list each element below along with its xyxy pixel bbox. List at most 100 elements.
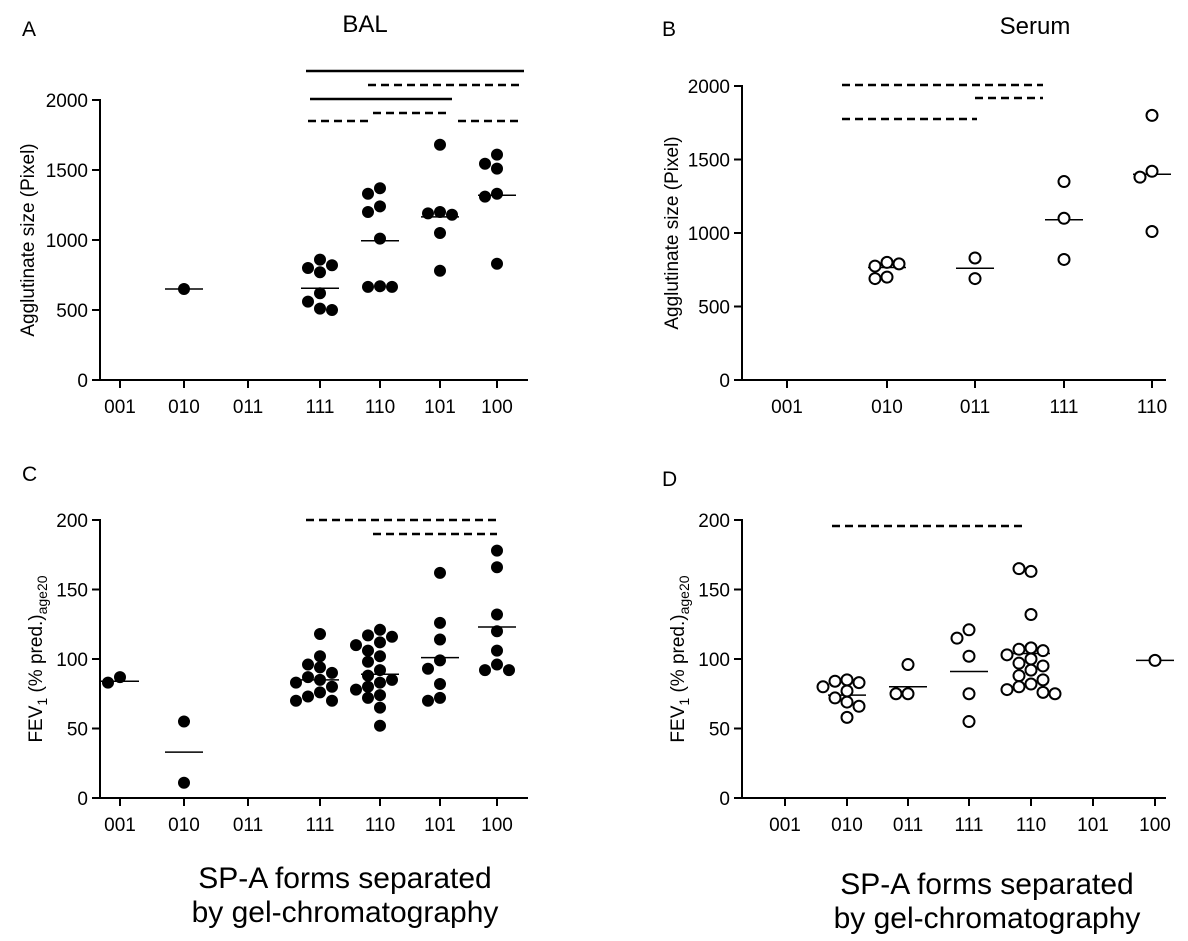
data-point [178, 715, 190, 728]
x-tick-label: 100 [1139, 815, 1171, 836]
data-point [1012, 642, 1026, 656]
y-axis-label: FEV1 (% pred.)age20 [26, 575, 50, 742]
x-tick-label: 001 [769, 815, 801, 836]
y-axis-label: FEV1 (% pred.)age20 [668, 575, 692, 742]
x-axis-title-right-line1: SP-A forms separated [840, 868, 1134, 901]
data-point [386, 673, 398, 686]
data-point [362, 680, 374, 693]
data-point [962, 687, 976, 701]
data-point [434, 264, 446, 277]
y-tick-label: 0 [77, 789, 88, 810]
data-point [840, 673, 854, 687]
data-point [901, 687, 915, 701]
data-point [434, 566, 446, 579]
data-point [868, 272, 882, 286]
data-point [1145, 108, 1159, 122]
x-tick-label: 001 [771, 397, 803, 418]
data-point [1012, 562, 1026, 576]
data-point [314, 686, 326, 699]
x-axis-title-right-line2: by gel-chromatography [833, 902, 1141, 935]
data-point [374, 280, 386, 293]
x-tick-label: 111 [306, 397, 335, 418]
x-tick-label: 101 [424, 815, 456, 836]
data-point [1012, 656, 1026, 670]
data-point [422, 662, 434, 675]
y-tick-label: 50 [67, 720, 88, 741]
data-point [422, 207, 434, 220]
y-tick-label: 200 [698, 511, 730, 532]
y-tick-label: 2000 [46, 91, 88, 112]
data-point [314, 253, 326, 266]
x-tick-label: 100 [481, 815, 513, 836]
y-axis-label: Agglutinate size (Pixel) [18, 143, 39, 336]
data-point [374, 701, 386, 714]
panel-b: B Serum 0 500 1000 1500 2000 001 010 011 111 110 Agg… [662, 13, 1171, 418]
data-point [314, 673, 326, 686]
x-tick-label: 010 [871, 397, 903, 418]
data-point [314, 661, 326, 674]
x-tick-label: 010 [168, 397, 200, 418]
x-tick-label: 001 [104, 397, 136, 418]
data-point [102, 676, 114, 689]
data-point [326, 694, 338, 707]
data-point [479, 664, 491, 677]
data-point [1000, 683, 1014, 697]
x-tick-label: 011 [960, 397, 990, 418]
data-point [362, 206, 374, 218]
panel-letter: C [22, 463, 37, 486]
data-point [892, 257, 906, 271]
data-point [374, 676, 386, 689]
data-point [350, 683, 362, 696]
data-point [852, 699, 866, 713]
data-point [434, 616, 446, 629]
y-tick-label: 0 [719, 371, 730, 392]
data-point [1012, 669, 1026, 683]
data-point [434, 206, 446, 218]
x-tick-label: 110 [365, 815, 395, 836]
data-point [1036, 659, 1050, 673]
data-point [1148, 653, 1162, 667]
panel-title: Serum [1000, 13, 1071, 40]
data-point [491, 561, 503, 574]
x-tick-label: 101 [424, 397, 456, 418]
data-point [1133, 170, 1147, 184]
x-tick-label: 111 [1050, 397, 1079, 418]
data-point [362, 644, 374, 657]
x-tick-label: 101 [1077, 815, 1109, 836]
data-point [434, 138, 446, 151]
y-tick-label: 500 [698, 298, 730, 319]
data-point [491, 544, 503, 557]
data-point [889, 687, 903, 701]
x-axis-title-left: SP-A forms separated by gel-chromatograp… [115, 862, 575, 930]
data-point [1036, 685, 1050, 699]
x-tick-label: 111 [955, 815, 984, 836]
x-tick-label: 011 [893, 815, 923, 836]
y-tick-label: 1500 [46, 161, 88, 182]
y-tick-label: 0 [77, 371, 88, 392]
data-point [491, 257, 503, 270]
data-point [362, 669, 374, 682]
data-point [290, 676, 302, 689]
panel-letter: B [662, 18, 676, 41]
y-tick-label: 1000 [46, 231, 88, 252]
x-tick-label: 001 [104, 815, 136, 836]
y-tick-label: 100 [698, 650, 730, 671]
x-tick-label: 100 [481, 397, 513, 418]
data-point [434, 227, 446, 239]
data-point [840, 684, 854, 698]
data-point [446, 208, 458, 221]
x-axis-title-left-line2: by gel-chromatography [191, 896, 499, 929]
data-point [1000, 648, 1014, 662]
x-tick-label: 010 [831, 815, 863, 836]
data-point [326, 304, 338, 316]
data-point [1024, 564, 1038, 578]
y-axis-label: Agglutinate size (Pixel) [662, 136, 683, 329]
data-point [1024, 652, 1038, 666]
panel-a: A BAL 0 500 1000 1500 2000 001 010 011 111 110 101 10… [18, 11, 528, 418]
x-tick-label: 010 [168, 815, 200, 836]
data-point [1012, 680, 1026, 694]
data-point [828, 691, 842, 705]
data-point [374, 664, 386, 677]
data-point [1057, 252, 1071, 266]
